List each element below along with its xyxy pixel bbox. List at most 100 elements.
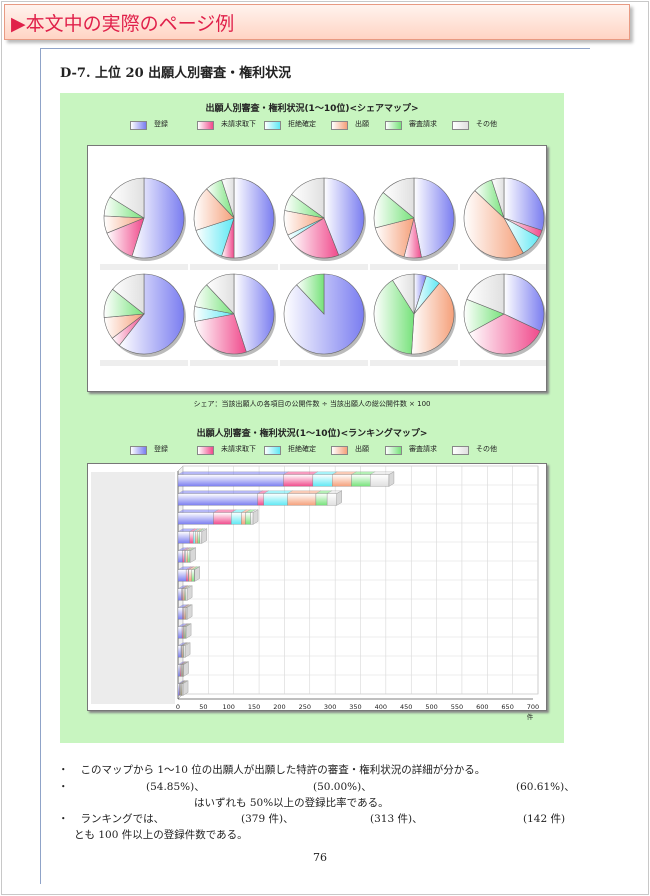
pie-slice-その他	[112, 273, 145, 315]
bar-segment-拒絶確定	[184, 550, 186, 563]
pie-slice-登録	[503, 177, 545, 231]
pie-slice-審査請求	[296, 273, 325, 315]
pie-slice-その他	[221, 177, 235, 219]
note-2-continued: はいずれも 50%以上の登録比率である。	[194, 797, 389, 809]
bar-segment-未請求取下	[181, 626, 184, 639]
x-tick-label: 50	[199, 703, 207, 711]
bar-row-8	[177, 604, 193, 620]
note-bullet: ・	[58, 813, 69, 825]
legend-label: 出願	[355, 445, 369, 453]
bar-segment-未請求取下	[213, 512, 232, 525]
x-tick-label: 650	[501, 703, 513, 711]
legend-swatch	[197, 121, 214, 130]
x-unit-label: 件	[527, 712, 534, 721]
left-rule	[40, 48, 41, 884]
bar-segment-出願	[188, 569, 192, 582]
header-title: ▶本文中の実際のページ例	[11, 13, 235, 35]
bar-row-4	[177, 528, 208, 544]
x-tick-label: 450	[400, 703, 412, 711]
note-value: (313 件)、	[370, 813, 423, 825]
bar-segment-登録	[177, 550, 183, 563]
bar-segment-未請求取下	[181, 588, 183, 601]
legend-label: その他	[476, 120, 497, 128]
legend-label: 未請求取下	[221, 445, 256, 453]
bar-segment-出願	[181, 664, 183, 677]
pie-4	[370, 177, 458, 270]
legend-label: その他	[476, 445, 497, 453]
bar-row-7	[177, 585, 193, 601]
bar-row-9	[177, 623, 192, 639]
bar-segment-その他	[189, 550, 191, 563]
bar-row-3	[177, 509, 259, 525]
pie-5	[460, 177, 548, 270]
bar-segment-出願	[181, 645, 184, 658]
x-tick-label: 600	[476, 703, 488, 711]
bar-segment-登録	[177, 493, 258, 506]
bar-segment-登録	[177, 569, 187, 582]
pie-1	[100, 177, 188, 270]
bar-segment-審査請求	[315, 493, 328, 506]
bar-segment-登録	[177, 588, 182, 601]
bar-segment-出願	[182, 588, 185, 601]
note-text: このマップから 1〜10 位の出願人が出願した特許の審査・権利状況の詳細が分かる…	[80, 764, 486, 776]
pie-slice-未請求取下	[194, 313, 247, 355]
legend-swatch	[197, 446, 214, 455]
pie-slice-その他	[109, 177, 145, 219]
bar-segment-出願	[183, 626, 185, 639]
bar-segment-登録	[177, 626, 183, 639]
pie-chart-title: 出願人別審査・権利状況(1〜10位)<シェアマップ>	[205, 104, 419, 114]
note-value: (60.61%)、	[516, 781, 575, 793]
bar-segment-その他	[250, 512, 254, 525]
legend-swatch	[264, 446, 281, 455]
bar-segment-審査請求	[191, 569, 195, 582]
legend-swatch	[264, 121, 281, 130]
bar-segment-登録	[177, 607, 183, 620]
pie-legend: 登録 未請求取下 拒絶確定 出願 審査請求 その他	[130, 119, 530, 131]
bar-segment-出願	[332, 474, 352, 487]
legend-swatch	[385, 446, 402, 455]
bar-end	[183, 661, 189, 677]
bar-segment-出願	[180, 683, 182, 696]
bar-segment-審査請求	[184, 626, 186, 639]
bar-segment-拒絶確定	[193, 531, 196, 544]
bar-end	[182, 680, 189, 696]
bar-legend: 登録 未請求取下 拒絶確定 出願 審査請求 その他	[130, 444, 530, 456]
bar-segment-その他	[370, 474, 390, 487]
pie-slice-未請求取下	[468, 313, 541, 355]
pie-label-strip	[370, 264, 458, 270]
bar-segment-出願	[185, 550, 188, 563]
header-banner: ▶本文中の実際のページ例	[4, 4, 630, 40]
pie-8	[280, 273, 368, 366]
bar-segment-登録	[177, 645, 182, 658]
note-3-continued: とも 100 件以上の登録件数である。	[74, 829, 248, 841]
bar-segment-出願	[195, 531, 198, 544]
bar-segment-拒絶確定	[312, 474, 333, 487]
bar-end	[186, 604, 193, 620]
applicant-name-area	[91, 472, 175, 704]
pie-slice-出願	[374, 217, 415, 258]
bar-top	[177, 509, 220, 513]
pie-slice-その他	[206, 273, 235, 315]
x-tick-label: 500	[425, 703, 437, 711]
bar-end	[201, 528, 207, 544]
legend-swatch	[130, 121, 147, 130]
bar-row-12	[177, 680, 189, 696]
legend-label: 登録	[154, 445, 168, 453]
pie-slice-登録	[131, 177, 185, 259]
bar-segment-出願	[183, 607, 186, 620]
bar-end	[252, 509, 259, 525]
note-1: ・このマップから 1〜10 位の出願人が出願した特許の審査・権利状況の詳細が分か…	[58, 762, 485, 777]
pie-7	[190, 273, 278, 366]
x-tick-label: 550	[451, 703, 463, 711]
pie-label-strip	[190, 360, 278, 366]
bar-segment-審査請求	[184, 588, 186, 601]
note-value: (54.85%)、	[146, 781, 205, 793]
bar-row-1	[177, 471, 395, 487]
bar-top	[287, 490, 322, 494]
legend-swatch	[452, 446, 469, 455]
pie-slice-その他	[291, 177, 325, 219]
x-tick-label: 350	[349, 703, 361, 711]
pie-chart-box	[87, 145, 548, 392]
pie-label-strip	[280, 360, 368, 366]
